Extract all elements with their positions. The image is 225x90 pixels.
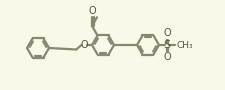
Text: O: O — [88, 6, 95, 16]
Text: S: S — [163, 40, 170, 50]
Text: O: O — [162, 28, 170, 38]
Text: O: O — [80, 40, 88, 50]
Text: O: O — [162, 52, 170, 62]
Text: CH₃: CH₃ — [176, 40, 193, 50]
